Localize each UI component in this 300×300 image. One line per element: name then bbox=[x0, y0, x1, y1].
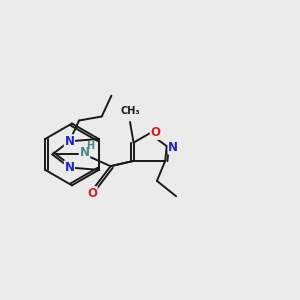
Text: N: N bbox=[168, 141, 178, 154]
Text: H: H bbox=[86, 141, 94, 151]
Text: N: N bbox=[80, 146, 90, 159]
Text: CH₃: CH₃ bbox=[120, 106, 140, 116]
Text: N: N bbox=[64, 135, 74, 148]
Text: O: O bbox=[87, 187, 97, 200]
Text: N: N bbox=[64, 161, 74, 174]
Text: O: O bbox=[150, 126, 160, 140]
